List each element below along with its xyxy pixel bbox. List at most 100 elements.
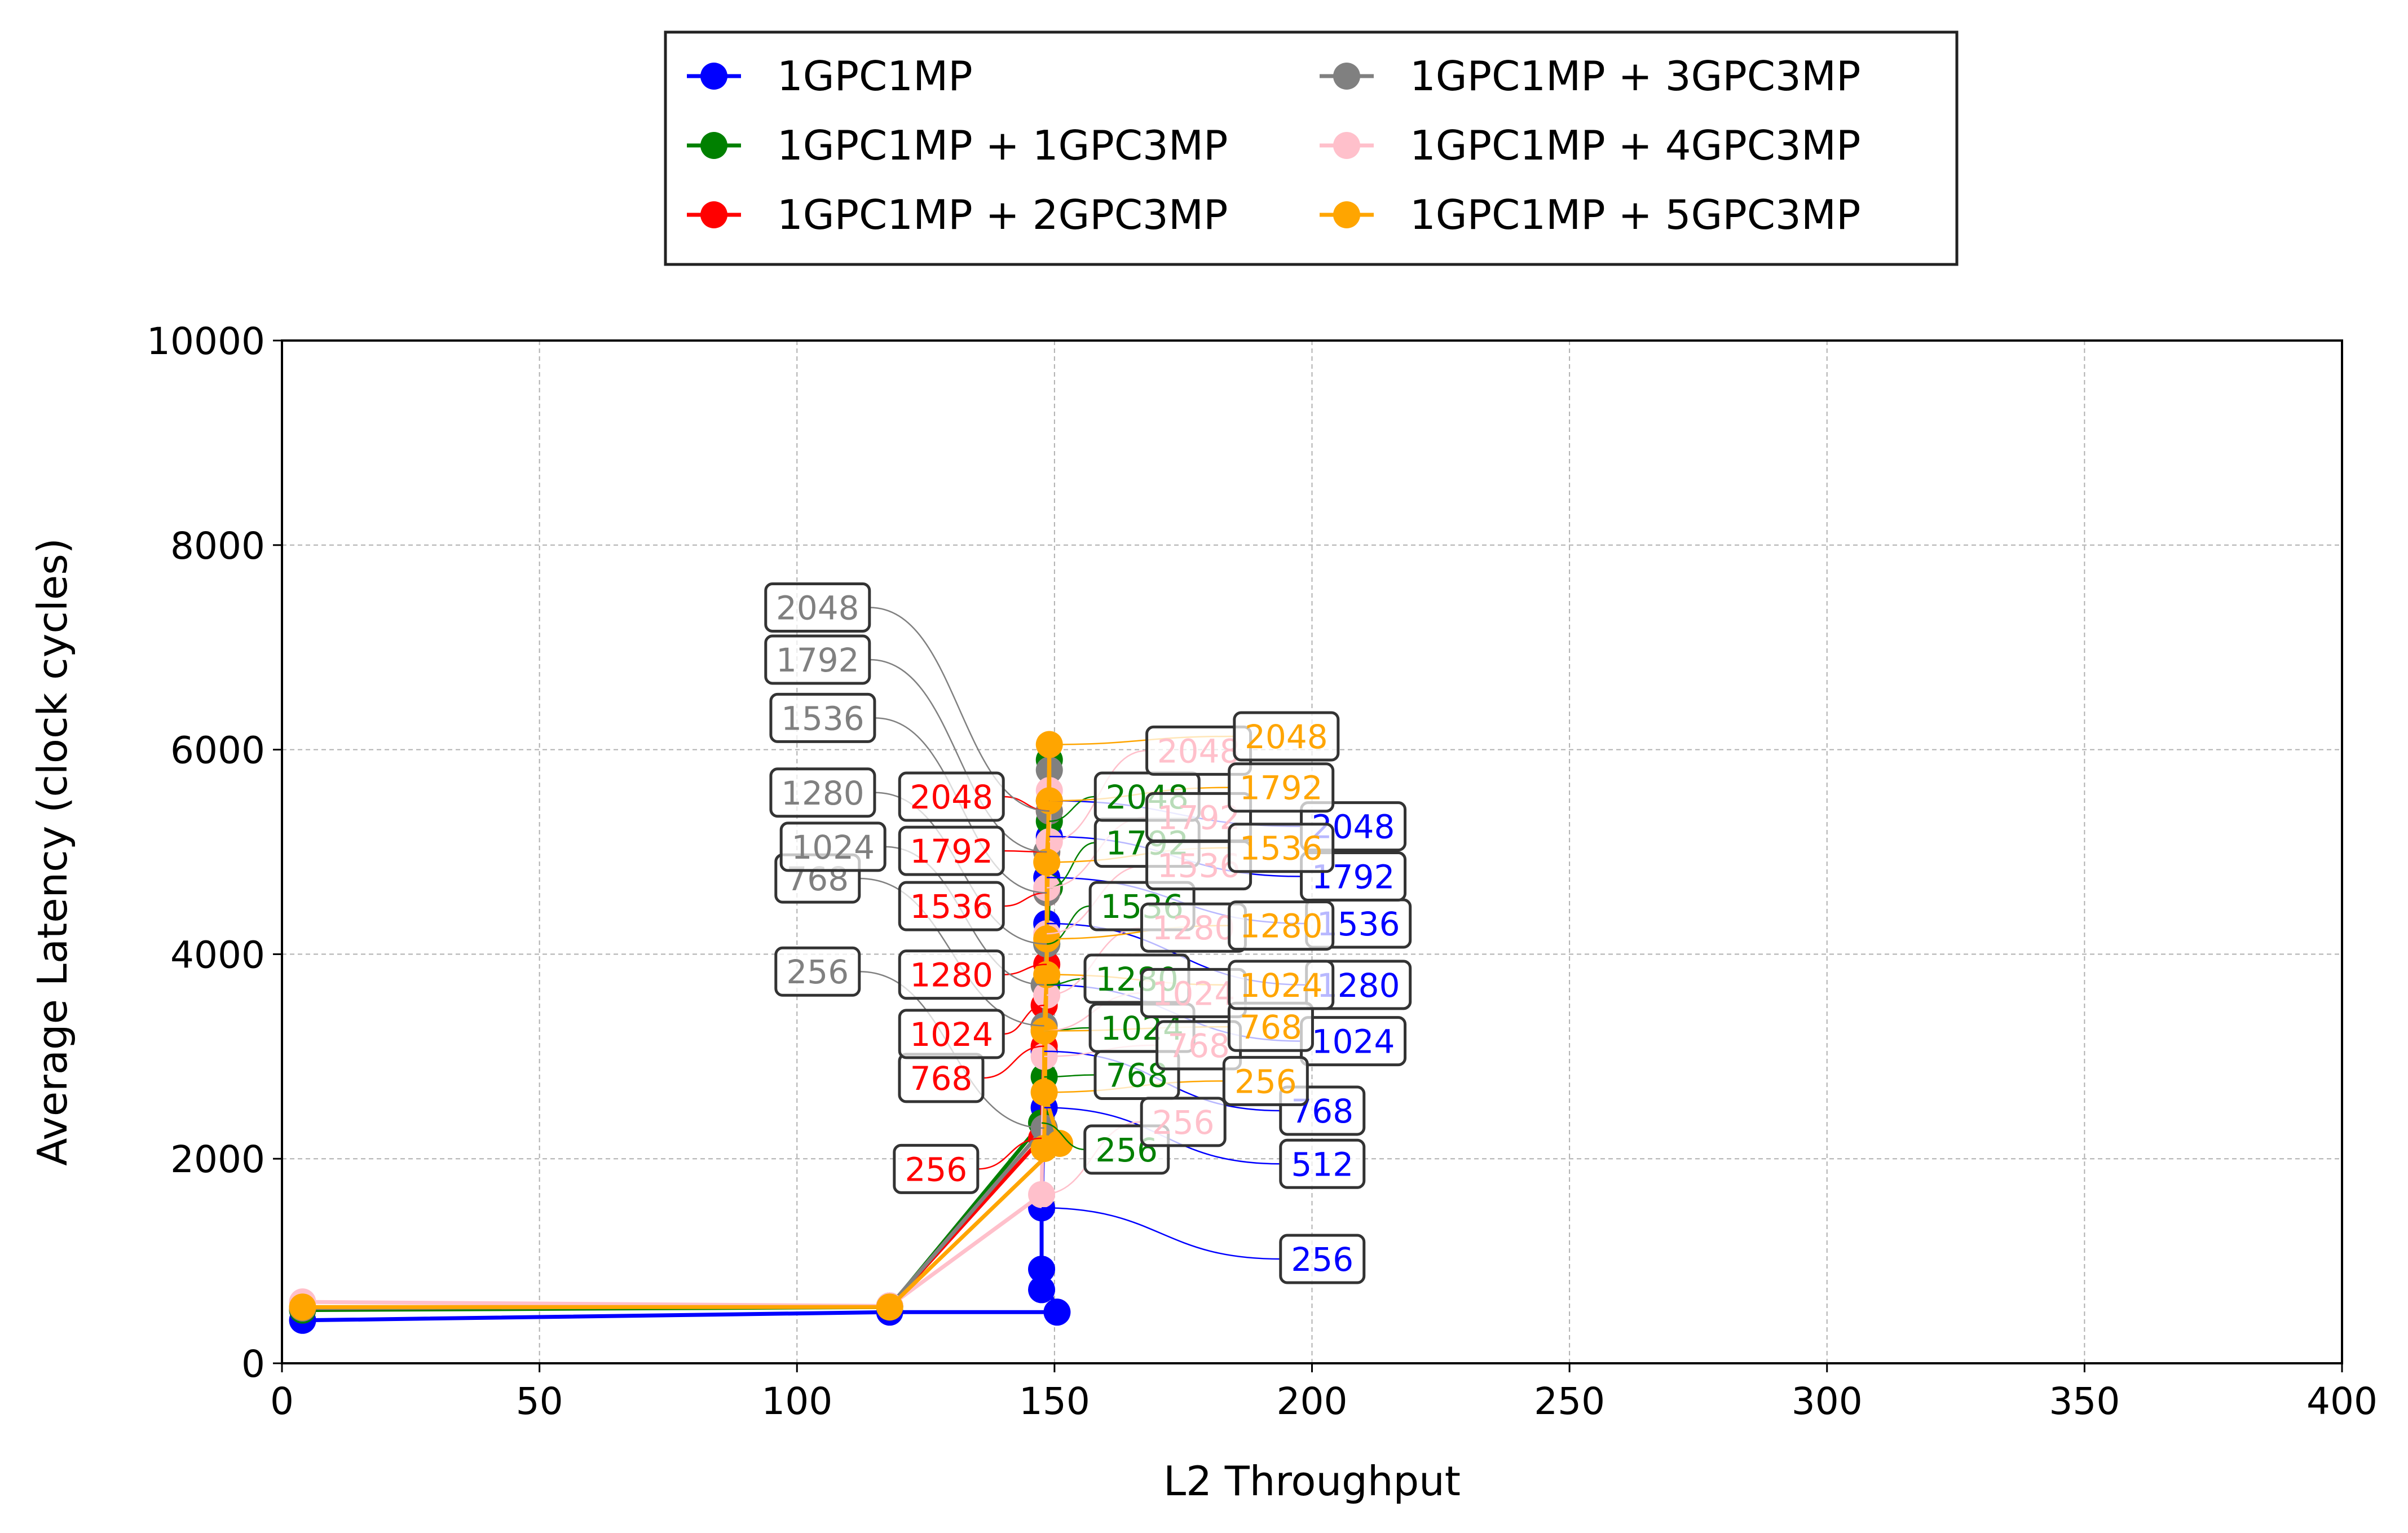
annotation-box [769, 692, 876, 743]
x-tick-label: 100 [761, 1380, 832, 1423]
legend-item-2: 1GPC1MP + 2GPC3MP [687, 191, 1228, 238]
annotation-label: 1536 [769, 692, 876, 743]
annotation-box [1228, 960, 1335, 1010]
legend-marker [700, 63, 727, 90]
annotation-text: 1536 [1240, 829, 1323, 868]
annotation-layer: 2565127681024128015361792204825676810241… [764, 582, 1412, 1284]
annotation-box [898, 949, 1005, 1000]
annotation-text: 1024 [1152, 974, 1236, 1013]
annotation-text: 768 [1167, 1027, 1230, 1065]
annotation-label: 256 [1140, 1097, 1227, 1147]
annotation-text: 2048 [776, 589, 859, 627]
legend-item-5: 1GPC1MP + 5GPC3MP [1320, 191, 1860, 238]
annotation-box [774, 946, 861, 997]
x-axis-label: L2 Throughput [1163, 1457, 1461, 1505]
annotation-label: 768 [1227, 1001, 1314, 1052]
legend-marker [700, 201, 727, 228]
annotation-text: 256 [1291, 1240, 1353, 1279]
annotation-box [1228, 900, 1335, 951]
annotation-label: 1792 [764, 634, 871, 685]
annotation-box [779, 821, 887, 872]
annotation-label: 1280 [1228, 900, 1335, 951]
legend-marker [1333, 63, 1360, 90]
annotation-text: 256 [905, 1150, 967, 1189]
annotation-box [898, 881, 1005, 931]
annotation-box [1140, 1097, 1227, 1147]
annotation-text: 2048 [1157, 732, 1241, 770]
data-point [1028, 1276, 1056, 1304]
x-tick-label: 0 [270, 1380, 294, 1423]
y-tick-label: 6000 [170, 729, 265, 772]
legend-marker [1333, 201, 1360, 228]
annotation-box [1228, 823, 1335, 873]
annotation-leader [1042, 1122, 1085, 1151]
legend-label: 1GPC1MP + 5GPC3MP [1410, 191, 1860, 238]
annotation-label: 2048 [898, 771, 1005, 822]
annotation-label: 256 [893, 1143, 980, 1194]
legend-label: 1GPC1MP + 1GPC3MP [777, 122, 1228, 169]
legend: 1GPC1MP 1GPC1MP + 1GPC3MP 1GPC1MP + 2GPC3M… [664, 30, 1959, 266]
annotation-text: 1280 [1240, 907, 1323, 946]
annotation-label: 2048 [1233, 711, 1340, 762]
annotation-labels: 2565127681024128015361792204825676810241… [764, 582, 1412, 1284]
x-tick-label: 50 [516, 1380, 563, 1423]
annotation-text: 1280 [1152, 909, 1236, 947]
annotation-label: 1280 [898, 949, 1005, 1000]
annotation-box [764, 582, 871, 633]
annotation-text: 1792 [910, 832, 993, 871]
annotation-label: 512 [1279, 1138, 1366, 1189]
y-tick-label: 8000 [170, 524, 265, 568]
annotation-label: 1536 [1228, 823, 1335, 873]
annotation-label: 256 [1083, 1124, 1170, 1175]
annotation-text: 768 [1240, 1008, 1302, 1046]
annotation-text: 1536 [910, 887, 993, 926]
legend-label: 1GPC1MP + 3GPC3MP [1410, 52, 1860, 100]
annotation-label: 1024 [898, 1009, 1005, 1059]
y-tick-label: 2000 [170, 1138, 265, 1181]
data-point [289, 1293, 316, 1321]
annotation-label: 768 [898, 1053, 985, 1103]
annotation-label: 1280 [1140, 902, 1247, 953]
annotation-label: 1536 [898, 881, 1005, 931]
annotation-leader [1047, 905, 1091, 945]
annotation-box [898, 825, 1005, 876]
annotation-label: 2048 [1145, 725, 1252, 776]
annotation-text: 1024 [791, 828, 875, 867]
x-tick-label: 400 [2306, 1380, 2378, 1423]
legend-marker [1333, 132, 1360, 159]
annotation-leader [869, 659, 1047, 853]
annotation-label: 768 [1156, 1020, 1242, 1071]
annotation-leader [1049, 842, 1096, 889]
annotation-text: 256 [1152, 1103, 1215, 1142]
annotation-text: 1792 [1240, 769, 1323, 807]
annotation-text: 1536 [781, 699, 865, 737]
annotation-label: 1792 [1228, 762, 1335, 813]
annotation-leader [869, 607, 1049, 812]
data-point [876, 1293, 903, 1321]
annotation-label: 2048 [764, 582, 871, 633]
annotation-text: 1024 [910, 1015, 993, 1054]
annotation-box [1279, 1234, 1366, 1284]
legend-item-3: 1GPC1MP + 3GPC3MP [1320, 52, 1860, 100]
series-layer [289, 731, 1074, 1334]
legend-item-0: 1GPC1MP [687, 52, 973, 100]
annotation-label: 1024 [779, 821, 887, 872]
annotation-leader [1003, 1004, 1044, 1035]
annotation-text: 1536 [1157, 847, 1241, 885]
annotation-label: 256 [1222, 1055, 1309, 1106]
x-tick-label: 350 [2049, 1380, 2120, 1423]
annotation-text: 1280 [910, 956, 993, 995]
y-tick-label: 4000 [170, 933, 265, 977]
annotation-label: 1280 [769, 767, 876, 818]
legend-item-4: 1GPC1MP + 4GPC3MP [1320, 122, 1860, 169]
legend-label: 1GPC1MP + 2GPC3MP [777, 191, 1228, 238]
annotation-text: 1792 [1157, 798, 1241, 837]
legend-marker [700, 132, 727, 159]
annotation-box [1145, 792, 1252, 842]
legend-item-1: 1GPC1MP + 1GPC3MP [687, 122, 1228, 169]
annotation-text: 512 [1291, 1145, 1353, 1183]
y-axis-label: Average Latency (clock cycles) [29, 538, 76, 1166]
annotation-leader [982, 1045, 1044, 1079]
annotation-leader [1003, 892, 1047, 907]
